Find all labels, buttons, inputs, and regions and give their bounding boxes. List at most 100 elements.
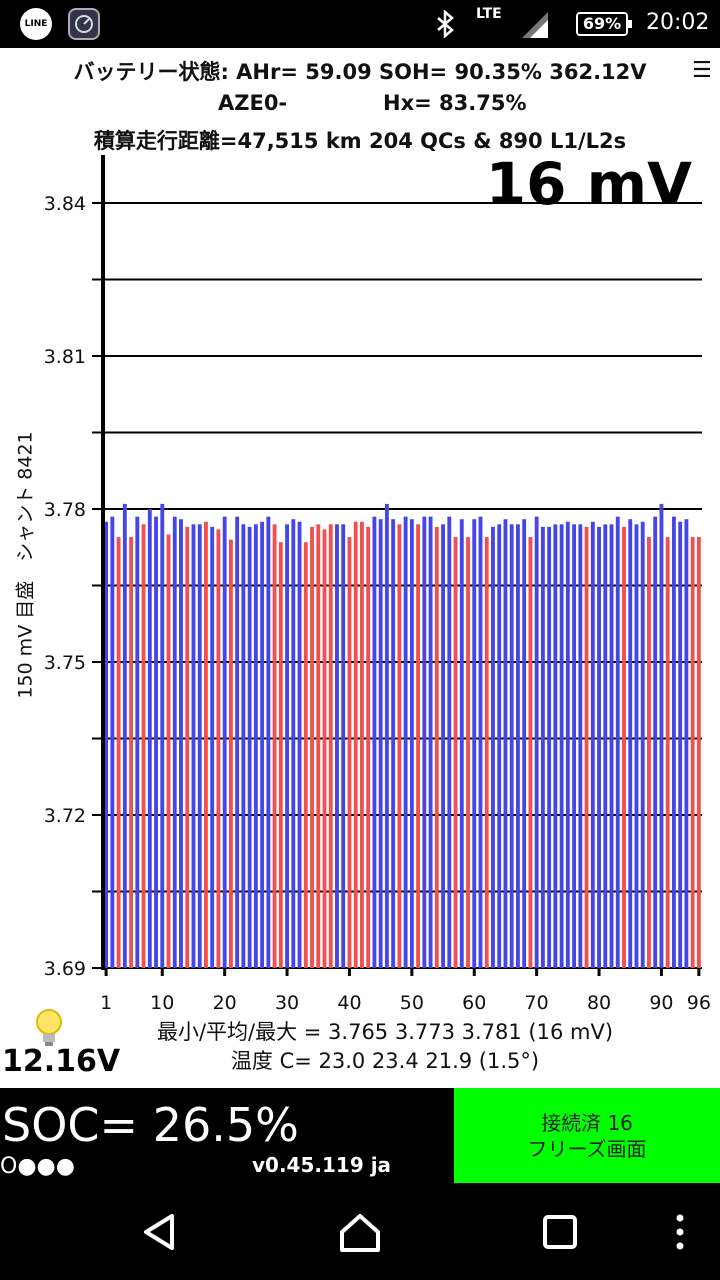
cell-bar — [572, 524, 577, 968]
cell-bar — [665, 537, 670, 968]
cell-bar — [204, 521, 208, 968]
cell-bar — [553, 524, 558, 968]
cell-bar — [397, 524, 402, 968]
cell-bar — [584, 526, 589, 968]
temperature: 温度 C= 23.0 23.4 21.9 (1.5°) — [230, 1049, 540, 1073]
x-tick-label: 60 — [462, 992, 486, 1014]
cell-bar — [260, 521, 265, 968]
cell-bar — [459, 519, 464, 968]
x-tick-label: 80 — [587, 992, 611, 1014]
cell-bar — [615, 516, 620, 968]
cell-bar — [210, 526, 215, 968]
cell-bar — [428, 516, 433, 968]
min-avg-max: 最小/平均/最大 = 3.765 3.773 3.781 (16 mV) — [156, 1020, 614, 1044]
cell-bar — [696, 537, 701, 968]
cell-bar — [129, 537, 134, 968]
y-axis-label: 150 mV 目盛 シャント 8421 — [14, 431, 37, 699]
cell-bar — [347, 537, 352, 968]
cell-bar — [285, 524, 290, 968]
cell-bar — [434, 526, 439, 968]
menu-icon[interactable]: ☰ — [692, 58, 712, 83]
cell-bar — [609, 524, 614, 968]
line-app-icon: LINE — [20, 8, 52, 40]
cell-bar — [416, 524, 421, 968]
status-bar: LINE LTE 69% 20:02 — [0, 0, 720, 48]
hx-value: Hx= 83.75% — [383, 91, 527, 115]
cell-bar — [141, 524, 146, 968]
back-button[interactable] — [120, 1184, 200, 1280]
cell-bar — [185, 526, 190, 968]
overflow-menu-button[interactable] — [656, 1184, 704, 1280]
cell-bar — [653, 516, 658, 968]
cell-bar — [303, 542, 308, 968]
cell-bar — [590, 521, 595, 968]
cell-bar — [228, 539, 233, 968]
cell-bar — [235, 516, 240, 968]
connection-status-button[interactable]: 接続済 16 フリーズ画面 — [454, 1088, 720, 1183]
aux-battery-voltage: 12.16V — [2, 1044, 121, 1079]
cell-voltage-chart[interactable]: 3.84 3.81 3.78 3.75 3.72 3.69 1 10 20 30 40 50 60 70 8… — [0, 140, 720, 1020]
cell-bar — [191, 524, 196, 968]
cell-bar — [341, 524, 346, 968]
cell-bar — [297, 521, 302, 968]
cell-bar — [179, 519, 183, 968]
cell-bar — [447, 516, 452, 968]
home-button[interactable] — [320, 1184, 400, 1280]
signal-icon — [520, 10, 550, 44]
cell-bar — [110, 516, 115, 968]
y-tick-label: 3.81 — [44, 346, 86, 368]
recents-button[interactable] — [520, 1184, 600, 1280]
cell-bar — [116, 537, 121, 968]
cell-bar — [366, 526, 371, 968]
cell-bar — [278, 542, 283, 968]
cell-bar — [272, 524, 277, 968]
x-tick-label: 70 — [525, 992, 549, 1014]
cell-bar — [122, 503, 127, 968]
y-tick-label: 3.72 — [44, 805, 86, 827]
cell-bar — [647, 537, 651, 968]
x-tick-label: 50 — [400, 992, 424, 1014]
navigation-bar — [0, 1184, 720, 1280]
cell-bar — [503, 519, 508, 968]
x-tick-label: 40 — [337, 992, 361, 1014]
lightbulb-icon[interactable] — [34, 1008, 64, 1052]
cell-bar — [497, 524, 502, 968]
cell-bar — [316, 524, 321, 968]
cell-bar — [335, 524, 339, 968]
connected-label: 接続済 16 — [541, 1110, 633, 1135]
cell-bar — [310, 526, 314, 968]
cell-bar — [253, 524, 258, 968]
status-dots: O●●● — [0, 1154, 75, 1179]
cell-bar — [659, 503, 664, 968]
cell-bar — [197, 524, 202, 968]
network-type: LTE — [476, 6, 502, 22]
soc-readout: SOC= 26.5% — [2, 1098, 299, 1152]
cell-bar — [478, 516, 483, 968]
cell-bar — [684, 519, 689, 968]
line-app-label: LINE — [24, 19, 48, 29]
cell-bar — [603, 524, 608, 968]
cell-bar — [515, 524, 520, 968]
cell-bar — [216, 529, 221, 968]
cell-bar — [403, 516, 408, 968]
cell-bar — [690, 537, 695, 968]
cell-bar — [372, 516, 377, 968]
cell-bar — [328, 524, 333, 968]
cell-bar — [622, 526, 626, 968]
cell-bar — [266, 516, 271, 968]
cell-bar — [172, 516, 177, 968]
cell-bar — [671, 516, 676, 968]
model-code: AZE0- — [218, 91, 288, 115]
y-tick-label: 3.78 — [44, 499, 86, 521]
cell-bar — [247, 526, 252, 968]
y-tick-label: 3.84 — [44, 193, 86, 215]
home-icon — [340, 1214, 380, 1252]
y-tick-label: 3.75 — [44, 652, 86, 674]
cell-bar — [640, 521, 645, 968]
cell-bar — [353, 521, 358, 968]
cell-bar — [391, 519, 396, 968]
cell-bar — [628, 519, 633, 968]
x-tick-label: 20 — [213, 992, 237, 1014]
cell-bar — [222, 516, 227, 968]
app-version: v0.45.119 ja — [252, 1153, 392, 1177]
